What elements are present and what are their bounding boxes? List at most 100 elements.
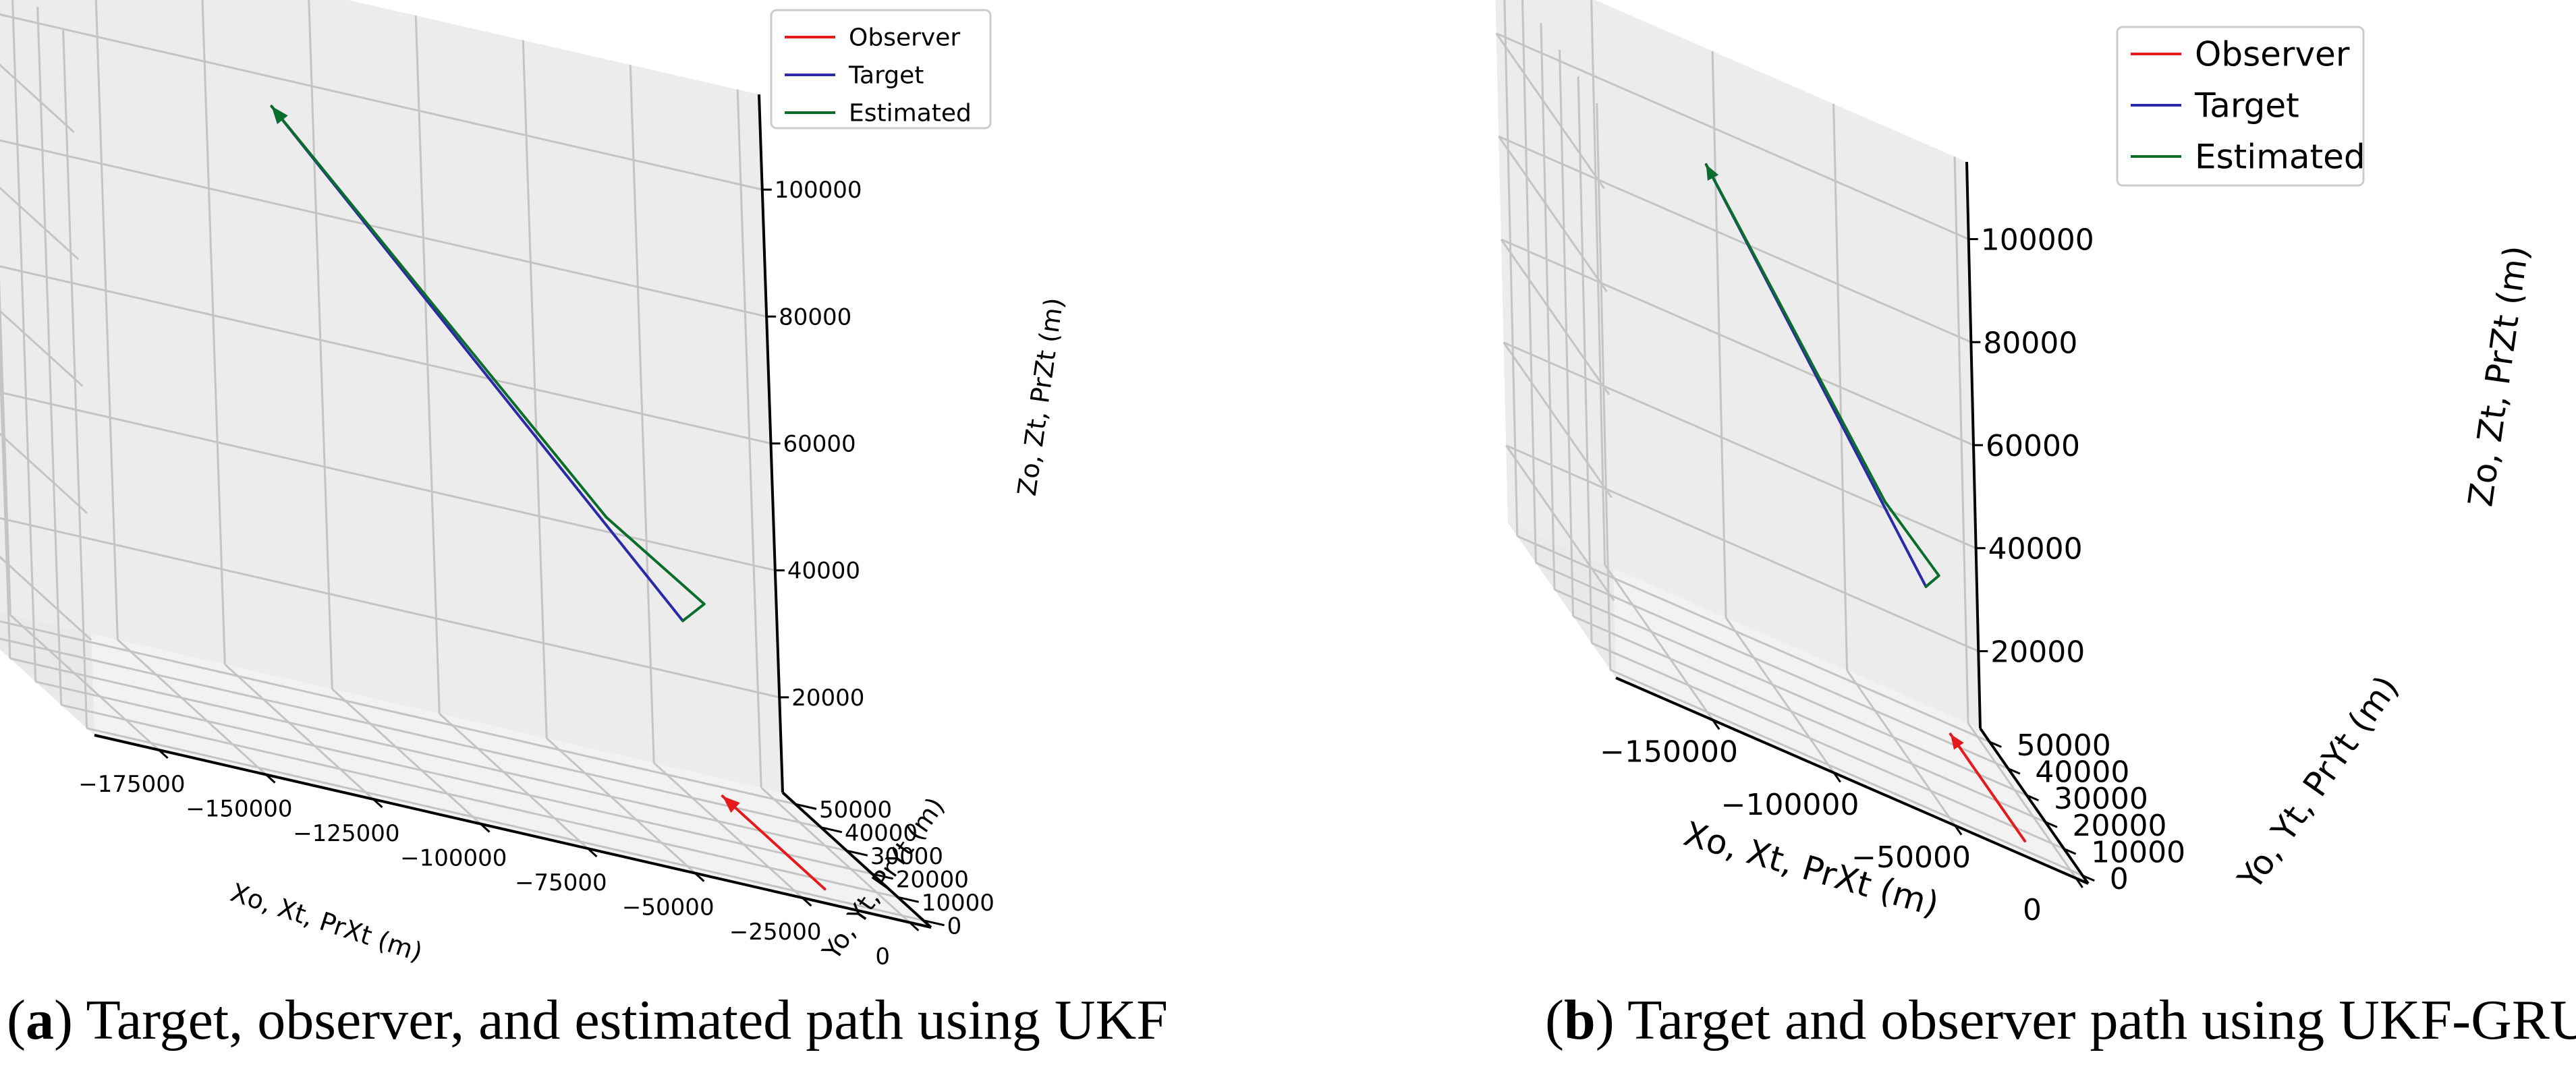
x-tick-label: −50000 <box>622 894 715 921</box>
panel-a: −175000−150000−125000−100000 −75000 −50000… <box>0 0 1069 971</box>
x-tick-mark <box>909 921 920 931</box>
y-axis-line <box>781 791 932 929</box>
grid-line-z-left <box>1503 341 1613 498</box>
y-tick-label: 10000 <box>2091 835 2185 869</box>
y-tick-label: 20000 <box>2073 809 2167 843</box>
z-tick-label: 20000 <box>791 685 864 712</box>
y-axis-label: Yo, Yt, PrYt (m) <box>2230 668 2406 897</box>
grid-line-x-floor <box>117 639 267 776</box>
grid-line-x-floor <box>1725 616 1835 774</box>
caption-a: (a) Target, observer, and estimated path… <box>7 989 1168 1051</box>
grid-line-x-floor <box>760 786 911 923</box>
x-tick-mark <box>1954 825 1963 836</box>
z-tick-label: 60000 <box>1986 429 2080 463</box>
y-tick-mark <box>846 849 868 857</box>
legend-label-estimated: Estimated <box>849 100 972 127</box>
grid-line-y-floor <box>61 703 899 898</box>
series-arrow-observer <box>722 796 740 813</box>
y-tick-label: 40000 <box>845 820 918 847</box>
x-tick-mark <box>1712 719 1720 730</box>
grid-line-z-back <box>0 391 776 572</box>
z-tick-label: 40000 <box>787 558 860 585</box>
y-tick-label: 30000 <box>2054 782 2148 816</box>
x-tick-mark <box>1832 772 1841 783</box>
grid-line-y-wall <box>0 333 11 659</box>
x-axis-line <box>1615 676 2089 885</box>
y-tick-label: 0 <box>947 913 962 940</box>
z-axis-label: Zo, Zt, PrZt (m) <box>1012 296 1069 498</box>
y-tick-mark <box>2007 768 2021 775</box>
x-axis-label: Xo, Xt, PrXt (m) <box>227 877 426 967</box>
y-tick-mark <box>2063 848 2077 855</box>
grid-line-z-left <box>1495 32 1605 190</box>
y-tick-mark <box>923 919 945 927</box>
x-tick-label: 0 <box>875 944 890 971</box>
y-tick-mark <box>820 826 843 834</box>
z-tick-label: 80000 <box>1983 326 2077 360</box>
z-tick-label: 60000 <box>783 431 856 458</box>
x-tick-mark <box>694 872 705 882</box>
x-tick-label: −125000 <box>293 820 399 847</box>
y-tick-mark <box>795 803 817 810</box>
grid-line-x-floor <box>439 712 589 850</box>
y-axis-line <box>1979 727 2090 885</box>
series-line-observer <box>721 795 827 891</box>
x-tick-mark <box>802 897 812 907</box>
y-tick-mark <box>897 896 920 903</box>
x-tick-label: −150000 <box>1600 735 1738 770</box>
y-tick-mark <box>2082 874 2095 882</box>
x-tick-mark <box>2075 877 2083 888</box>
caption-b-text: Target and observer path using UKF-GRU <box>1627 989 2576 1051</box>
grid-line-y-floor <box>0 620 796 805</box>
z-axis-label: Zo, Zt, PrZt (m) <box>2461 243 2536 509</box>
y-tick-label: 20000 <box>896 867 969 894</box>
y-tick-mark <box>2044 821 2058 828</box>
series-line-estimated <box>1704 163 1940 588</box>
x-tick-label: −150000 <box>186 795 292 822</box>
grid-line-x-floor <box>546 737 696 874</box>
x-tick-label: −75000 <box>515 869 607 896</box>
grid-line-z-left <box>0 310 84 387</box>
grid-line-y-floor <box>1554 588 2027 797</box>
grid-line-y-floor <box>35 681 873 875</box>
panel-b: −150000−100000−5000000100002000030000400… <box>1495 0 2536 927</box>
x-tick-label: −50000 <box>1851 840 1971 875</box>
z-tick-label: 20000 <box>1990 635 2085 669</box>
x-tick-label: 0 <box>2023 893 2042 927</box>
y-tick-label: 40000 <box>2035 755 2129 789</box>
x-axis-line <box>94 734 932 929</box>
x-tick-mark <box>587 847 598 858</box>
x-tick-mark <box>265 774 276 784</box>
grid-line-y-floor <box>1517 535 1990 743</box>
legend-label-observer: Observer <box>849 24 960 52</box>
grid-line-z-back <box>1505 444 1979 652</box>
z-tick-label: 100000 <box>775 177 862 204</box>
grid-line-y-floor <box>86 727 924 922</box>
series-arrow-estimated <box>271 106 288 124</box>
y-tick-label: 10000 <box>922 890 995 917</box>
z-tick-label: 40000 <box>1988 532 2083 567</box>
y-tick-mark <box>2026 794 2040 802</box>
caption-b-letter: b <box>1564 989 1596 1051</box>
x-tick-label: −100000 <box>400 845 507 872</box>
grid-line-z-back <box>1503 341 1977 550</box>
grid-line-z-left <box>0 63 75 134</box>
grid-line-y-floor <box>1610 668 2083 877</box>
back-wall-pane <box>0 0 783 792</box>
y-tick-mark <box>1989 741 2002 748</box>
series-line-estimated <box>270 105 706 623</box>
grid-line-z-left <box>0 555 92 641</box>
grid-line-z-back <box>0 139 767 318</box>
caption-a-text: Target, observer, and estimated path usi… <box>86 989 1168 1051</box>
grid-line-z-left <box>0 186 80 260</box>
y-tick-mark <box>872 873 894 880</box>
grid-line-z-back <box>1496 32 1969 240</box>
y-tick-label: 50000 <box>819 797 892 824</box>
y-tick-label: 30000 <box>870 843 943 870</box>
y-tick-label: 0 <box>2110 862 2129 896</box>
grid-line-z-back <box>0 517 780 699</box>
caption-a-letter: a <box>26 989 54 1051</box>
grid-line-x-floor <box>1846 670 1956 826</box>
grid-line-z-back <box>0 13 763 191</box>
